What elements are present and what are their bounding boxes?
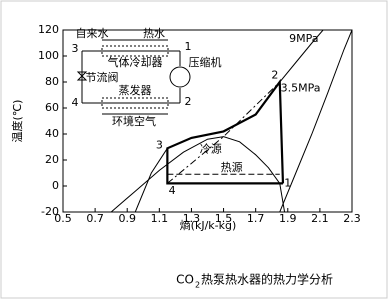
annotation: 9MPa (289, 32, 318, 45)
inset-diagram (76, 39, 191, 115)
inset-label: 3 (72, 42, 79, 55)
x-tick-label: 1.3 (183, 212, 201, 225)
curve (279, 30, 352, 212)
y-tick-label: 40 (45, 127, 59, 140)
cooler-box (101, 45, 169, 57)
curve (134, 30, 324, 212)
compressor (169, 66, 191, 88)
y-tick-label: 20 (45, 153, 59, 166)
inset-label: 环境空气 (112, 114, 156, 128)
x-tick-label: 2.3 (343, 212, 361, 225)
curve (166, 78, 285, 185)
y-tick-label: 100 (38, 49, 59, 62)
inset-label: 压缩机 (189, 55, 222, 69)
y-axis-label: 温度(℃) (10, 100, 24, 143)
inset-label: 节流阀 (86, 70, 119, 84)
x-tick-label: 2.1 (311, 212, 329, 225)
inset-label: 1 (185, 40, 192, 53)
curve (110, 136, 286, 212)
x-tick-label: 1.1 (151, 212, 169, 225)
inset-label: 4 (72, 96, 79, 109)
plot-area (62, 29, 353, 213)
y-tick-label: 0 (52, 179, 59, 192)
inset-label: 自来水 (76, 27, 109, 40)
x-tick-label: 1.9 (279, 212, 297, 225)
x-tick-label: 0.7 (86, 212, 104, 225)
x-axis-label: 熵(kJ/k-kg) (180, 218, 237, 232)
caption-sub: 2 (195, 281, 200, 290)
annotation: 冷源 (200, 142, 222, 156)
x-tick-label: 1.7 (247, 212, 265, 225)
valve (76, 71, 88, 81)
curve (167, 81, 281, 184)
caption: CO (176, 273, 194, 287)
annotation: 3.5MPa (281, 82, 321, 95)
annotation: 3 (156, 139, 163, 152)
annotation: 1 (284, 176, 291, 189)
inset-label: 气体冷却器 (108, 55, 163, 69)
inset-label: 2 (185, 95, 192, 108)
caption: 热泵热水器的热力学分析 (201, 272, 333, 287)
x-tick-label: 1.5 (215, 212, 233, 225)
inset-label: 热水 (143, 27, 165, 40)
inset-label: 蒸发器 (119, 83, 152, 97)
y-tick-label: 80 (45, 75, 59, 88)
evaporator-box (101, 97, 169, 109)
annotation: 2 (271, 69, 278, 82)
x-tick-label: 0.9 (118, 212, 136, 225)
annotation: 4 (169, 184, 176, 197)
y-tick-label: 120 (38, 23, 59, 36)
y-tick-label: -20 (41, 205, 59, 218)
x-tick-label: 0.5 (54, 212, 72, 225)
annotation: 热源 (221, 160, 243, 174)
y-tick-label: 60 (45, 101, 59, 114)
